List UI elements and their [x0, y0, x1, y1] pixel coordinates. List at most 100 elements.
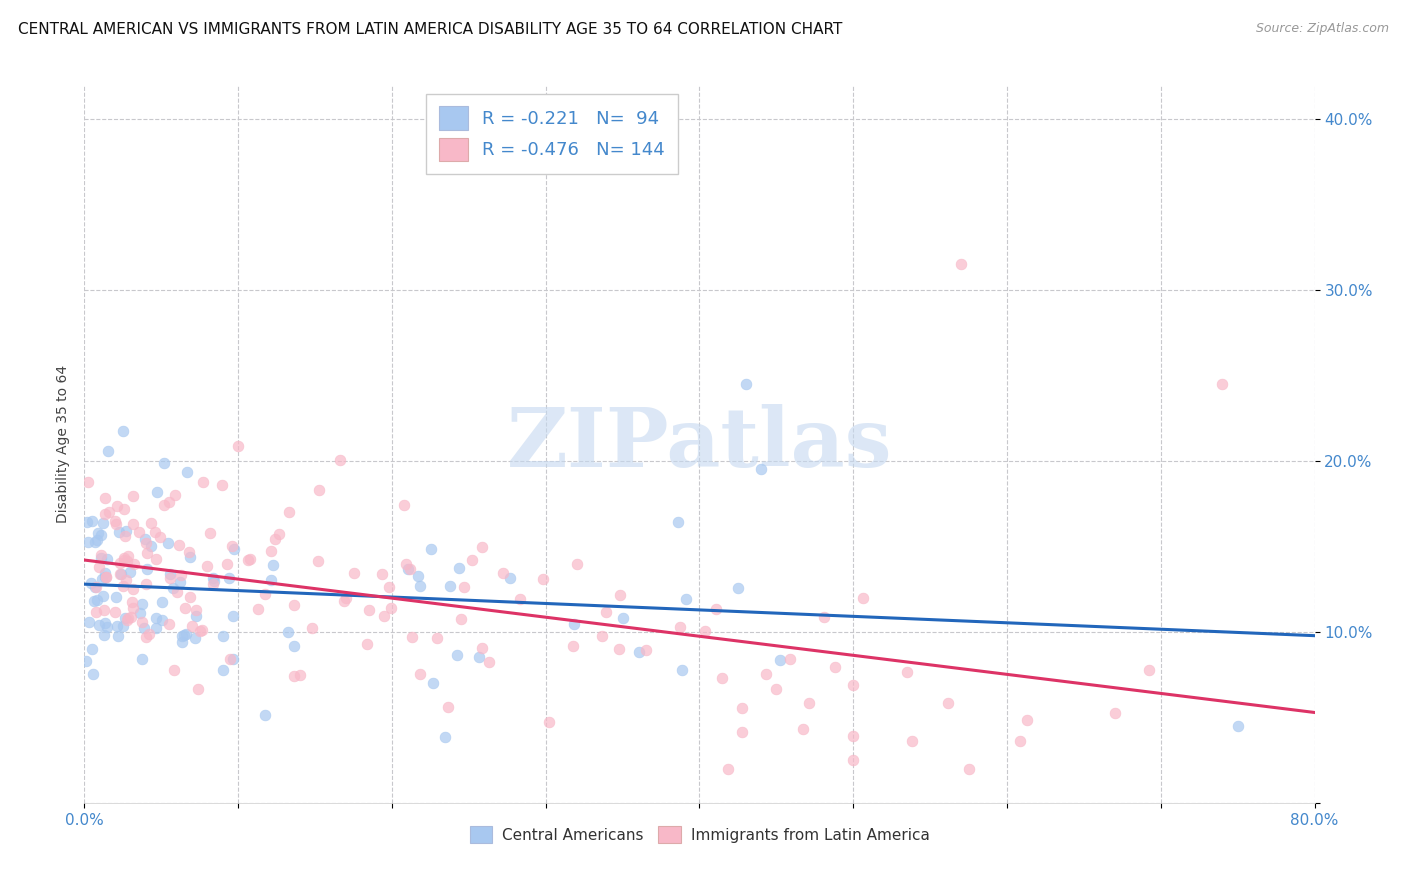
Point: [288, 668, 311, 682]
Point: [224, 541, 246, 556]
Point: [176, 465, 198, 479]
Point: [260, 544, 283, 558]
Point: [179, 544, 201, 558]
Point: [769, 653, 792, 667]
Point: [79, 576, 101, 591]
Point: [949, 257, 972, 271]
Point: [471, 540, 494, 554]
Point: [269, 527, 291, 541]
Point: [333, 594, 356, 608]
Point: [117, 549, 139, 564]
Point: [173, 627, 195, 641]
Point: [145, 484, 167, 499]
Point: [179, 549, 201, 564]
Point: [104, 514, 127, 528]
Point: [531, 572, 554, 586]
Point: [278, 505, 301, 519]
Point: [159, 566, 181, 581]
Point: [509, 592, 531, 607]
Point: [437, 700, 460, 714]
Point: [179, 590, 201, 604]
Point: [813, 610, 835, 624]
Point: [93, 603, 115, 617]
Point: [84, 580, 107, 594]
Point: [184, 603, 207, 617]
Point: [77, 534, 100, 549]
Point: [162, 663, 184, 677]
Point: [471, 641, 494, 656]
Point: [150, 613, 173, 627]
Point: [591, 629, 613, 643]
Point: [453, 580, 475, 594]
Point: [409, 666, 432, 681]
Point: [184, 631, 207, 645]
Point: [107, 629, 129, 643]
Point: [378, 580, 401, 594]
Point: [104, 517, 127, 532]
Point: [842, 678, 865, 692]
Point: [283, 598, 305, 612]
Point: [449, 560, 471, 574]
Point: [90, 572, 112, 586]
Point: [77, 475, 100, 489]
Point: [595, 605, 617, 619]
Point: [607, 642, 630, 657]
Point: [111, 424, 134, 438]
Point: [901, 734, 924, 748]
Point: [749, 462, 772, 476]
Point: [86, 533, 108, 547]
Point: [731, 701, 754, 715]
Point: [139, 516, 162, 531]
Point: [96, 551, 118, 566]
Point: [157, 495, 180, 509]
Point: [80, 514, 103, 528]
Point: [138, 627, 160, 641]
Point: [734, 376, 756, 391]
Point: [91, 590, 114, 604]
Point: [936, 697, 959, 711]
Point: [181, 619, 204, 633]
Point: [131, 615, 153, 629]
Point: [90, 548, 112, 562]
Point: [174, 601, 197, 615]
Point: [765, 681, 787, 696]
Point: [222, 651, 245, 665]
Point: [129, 607, 152, 621]
Point: [143, 524, 166, 539]
Point: [76, 515, 98, 529]
Point: [87, 560, 110, 574]
Point: [114, 529, 136, 543]
Point: [107, 619, 129, 633]
Point: [202, 577, 225, 591]
Point: [90, 527, 112, 541]
Point: [115, 554, 138, 568]
Point: [122, 489, 145, 503]
Point: [211, 629, 233, 643]
Point: [134, 532, 156, 546]
Point: [163, 488, 186, 502]
Text: Source: ZipAtlas.com: Source: ZipAtlas.com: [1256, 22, 1389, 36]
Point: [307, 554, 329, 568]
Point: [112, 550, 135, 565]
Point: [118, 565, 141, 579]
Point: [478, 655, 501, 669]
Point: [693, 624, 716, 638]
Point: [110, 566, 132, 581]
Point: [422, 676, 444, 690]
Point: [94, 491, 117, 506]
Point: [627, 644, 650, 658]
Point: [167, 538, 190, 552]
Point: [671, 664, 693, 678]
Point: [247, 602, 270, 616]
Point: [373, 608, 395, 623]
Point: [120, 609, 142, 624]
Point: [135, 535, 157, 549]
Point: [190, 624, 212, 639]
Point: [380, 600, 402, 615]
Point: [159, 571, 181, 585]
Point: [356, 637, 378, 651]
Point: [222, 609, 245, 624]
Point: [136, 546, 159, 560]
Point: [122, 557, 145, 571]
Point: [263, 532, 285, 546]
